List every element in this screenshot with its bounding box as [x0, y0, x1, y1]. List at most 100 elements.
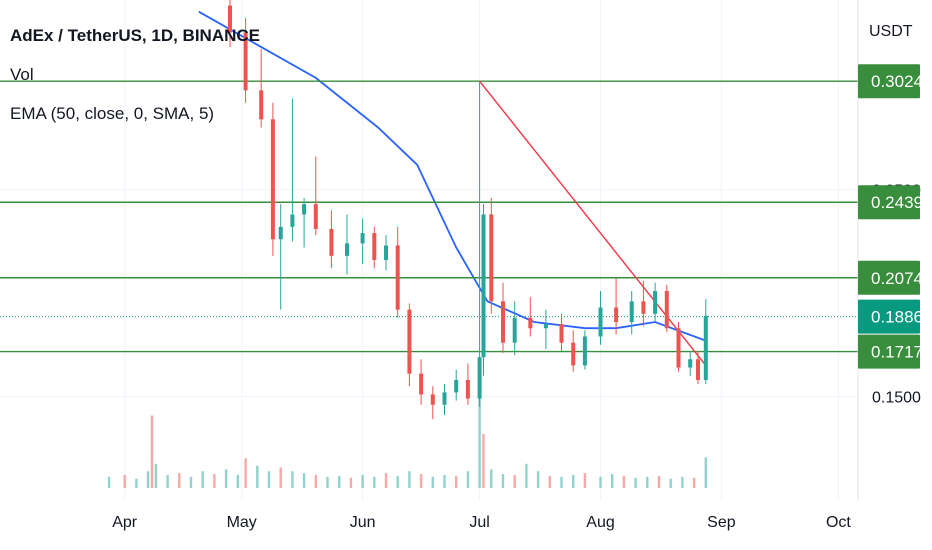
volume-bar — [291, 471, 294, 488]
volume-bar — [326, 476, 329, 488]
candle-body — [598, 307, 603, 337]
volume-bar — [256, 465, 259, 488]
candle-body — [501, 301, 505, 343]
volume-bar — [314, 474, 317, 488]
volume-bar — [408, 471, 411, 488]
candle-body — [676, 328, 681, 368]
time-tick-label: May — [227, 514, 257, 531]
level-price-badge — [858, 260, 920, 295]
volume-bar — [599, 476, 602, 488]
symbol-title[interactable]: AdEx / TetherUS, 1D, BINANCE — [10, 26, 261, 45]
volume-bar — [236, 474, 239, 488]
candle-body — [407, 309, 412, 374]
volume-bar — [583, 473, 587, 488]
candle-body — [270, 119, 275, 240]
volume-bar — [657, 475, 661, 488]
price-axis[interactable]: USDT 0.15000.25000.30240.24390.20740.171… — [857, 0, 932, 500]
candle-body — [543, 324, 548, 329]
candle-body — [571, 342, 576, 366]
volume-bar — [135, 478, 138, 488]
candle-body — [465, 379, 470, 399]
candle-body — [372, 233, 377, 260]
volume-bar — [501, 474, 505, 488]
candle-body — [442, 392, 447, 405]
candle-body — [582, 336, 587, 366]
volume-bar — [361, 474, 364, 488]
horizontal-levels[interactable] — [0, 80, 858, 353]
level-price-badge — [858, 64, 920, 99]
time-tick-label: Sep — [707, 514, 736, 531]
volume-bar — [267, 471, 271, 488]
ema-line — [198, 10, 707, 342]
candle-body — [641, 301, 646, 314]
volume-bar — [146, 471, 150, 488]
volume-bar — [107, 476, 111, 488]
ema-legend[interactable]: EMA (50, close, 0, SMA, 5) — [10, 104, 215, 123]
candle-body — [481, 214, 486, 358]
volume-bar — [396, 475, 399, 488]
candle-body — [703, 315, 708, 380]
volume-bar — [201, 471, 204, 488]
time-tick-label: Jun — [350, 514, 376, 531]
time-tick-label: Apr — [112, 514, 138, 531]
ema-series-line — [198, 10, 707, 342]
volume-bar — [419, 474, 423, 488]
candle-body — [559, 324, 564, 343]
volume-bar — [478, 374, 481, 488]
volume-bar — [646, 476, 649, 488]
volume-bar — [443, 474, 446, 488]
candle-body — [688, 359, 693, 368]
volume-bar — [384, 473, 388, 488]
volume-bar — [560, 476, 563, 488]
volume-bar — [178, 473, 181, 488]
candle-body — [696, 359, 700, 380]
candle-body — [614, 307, 619, 323]
volume-bar — [692, 477, 696, 488]
volume-bar — [704, 457, 707, 488]
candle-body — [419, 373, 424, 395]
price-tick-label: 0.1500 — [872, 389, 921, 406]
candle-body — [360, 233, 365, 244]
candle-body — [278, 226, 283, 240]
candle-body — [664, 290, 669, 329]
volume-bar — [536, 471, 540, 488]
volume-bar — [455, 475, 458, 488]
candle-body — [345, 243, 349, 256]
level-price-label: 0.2074 — [871, 269, 923, 288]
time-tick-label: Jul — [469, 514, 489, 531]
time-axis[interactable]: Apr May Jun Jul Aug Sep Oct — [0, 500, 932, 550]
candle-body — [228, 5, 232, 33]
level-price-badge — [858, 334, 920, 369]
volume-bar — [431, 476, 434, 488]
volume-bar — [154, 463, 158, 488]
volume-bar — [548, 475, 551, 488]
candle-body — [313, 204, 318, 229]
candle-body — [302, 204, 307, 215]
time-tick-label: Aug — [586, 514, 614, 531]
candle-body — [329, 228, 334, 256]
level-price-label: 0.3024 — [871, 72, 923, 91]
level-price-label: 0.2439 — [871, 193, 923, 212]
candles — [228, 0, 708, 420]
volume-bar — [244, 458, 247, 488]
candle-body — [430, 394, 435, 405]
volume-bar — [490, 469, 493, 488]
candle-body — [477, 357, 482, 399]
level-price-badge — [858, 185, 920, 220]
candle-body — [653, 290, 658, 314]
volume-bar — [611, 474, 614, 488]
last-price-badge — [858, 299, 920, 334]
volume-bar — [150, 415, 154, 488]
grid — [0, 0, 858, 500]
time-tick-label: Oct — [826, 514, 851, 531]
volume-bar — [466, 471, 470, 488]
volume-bar — [669, 478, 672, 488]
volume-bar — [681, 476, 684, 488]
currency-label: USDT — [869, 23, 913, 40]
volume-bar — [338, 475, 341, 488]
candle-body — [528, 317, 533, 329]
volume-bar — [349, 477, 353, 488]
volume-bar — [302, 473, 306, 488]
volume-legend[interactable]: Vol — [10, 65, 34, 84]
